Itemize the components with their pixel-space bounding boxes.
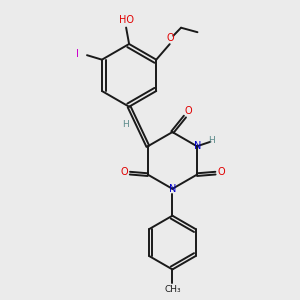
Text: O: O	[217, 167, 225, 177]
Text: O: O	[121, 167, 128, 177]
Text: O: O	[184, 106, 192, 116]
Text: H: H	[208, 136, 215, 146]
Text: H: H	[122, 121, 129, 130]
Text: CH₃: CH₃	[164, 285, 181, 294]
Text: N: N	[194, 141, 201, 151]
Text: N: N	[169, 184, 176, 194]
Text: I: I	[76, 49, 79, 59]
Text: HO: HO	[119, 15, 134, 25]
Text: O: O	[167, 33, 174, 43]
